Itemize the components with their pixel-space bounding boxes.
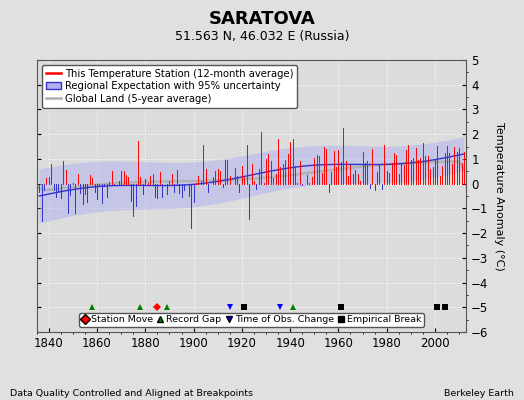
Text: 51.563 N, 46.032 E (Russia): 51.563 N, 46.032 E (Russia) (174, 30, 350, 43)
Text: Berkeley Earth: Berkeley Earth (444, 389, 514, 398)
Text: SARATOVA: SARATOVA (209, 10, 315, 28)
Legend: This Temperature Station (12-month average), Regional Expectation with 95% uncer: This Temperature Station (12-month avera… (42, 65, 297, 108)
Text: Data Quality Controlled and Aligned at Breakpoints: Data Quality Controlled and Aligned at B… (10, 389, 254, 398)
Y-axis label: Temperature Anomaly (°C): Temperature Anomaly (°C) (494, 122, 504, 270)
